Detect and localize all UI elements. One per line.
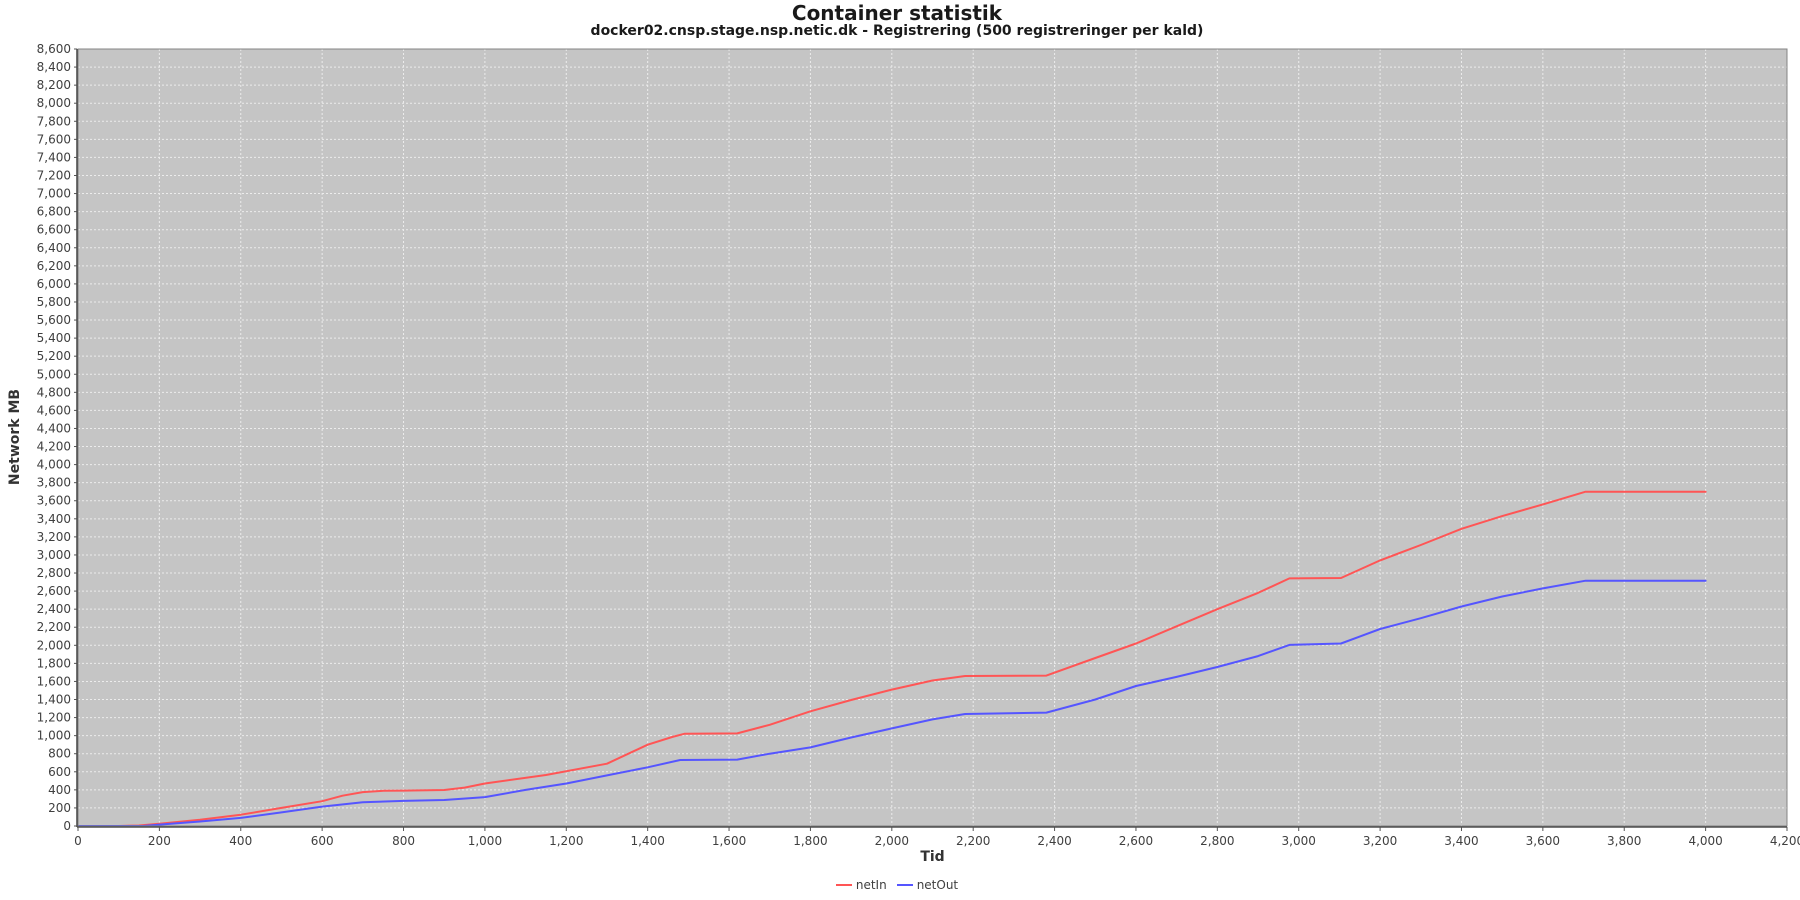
x-tick-label: 4,200: [1770, 834, 1800, 848]
y-tick-label: 7,000: [37, 187, 71, 201]
y-tick-label: 8,200: [37, 78, 71, 92]
x-tick-label: 3,600: [1526, 834, 1560, 848]
x-tick-label: 1,000: [468, 834, 502, 848]
y-tick-label: 7,600: [37, 132, 71, 146]
x-tick-label: 2,000: [875, 834, 909, 848]
y-tick-label: 6,000: [37, 277, 71, 291]
netin-line-swatch: [835, 884, 852, 886]
x-tick-label: 800: [392, 834, 415, 848]
y-tick-label: 5,800: [37, 295, 71, 309]
x-tick-label: 3,000: [1282, 834, 1316, 848]
legend-item-netin: netIn: [835, 878, 887, 892]
legend-label-netout: netOut: [916, 878, 959, 892]
x-tick-label: 200: [148, 834, 171, 848]
y-tick-label: 3,800: [37, 476, 71, 490]
chart-title: Container statistik: [791, 1, 1003, 25]
y-axis-title: Network MB: [7, 388, 23, 486]
y-tick-label: 5,200: [37, 349, 71, 363]
y-tick-label: 2,600: [37, 584, 71, 598]
y-tick-label: 1,600: [37, 674, 71, 688]
legend-label-netin: netIn: [855, 878, 887, 892]
chart-subtitle: docker02.cnsp.stage.nsp.netic.dk - Regis…: [590, 23, 1204, 39]
y-tick-label: 3,400: [37, 512, 71, 526]
y-tick-label: 2,200: [37, 620, 71, 634]
y-tick-label: 3,000: [37, 548, 71, 562]
y-tick-label: 800: [48, 747, 71, 761]
y-tick-label: 400: [48, 783, 71, 797]
y-tick-label: 3,600: [37, 494, 71, 508]
y-tick-label: 4,200: [37, 440, 71, 454]
x-tick-label: 600: [311, 834, 334, 848]
x-tick-label: 400: [229, 834, 252, 848]
x-tick-label: 3,400: [1444, 834, 1478, 848]
plot-border: [77, 48, 1788, 827]
y-tick-label: 5,400: [37, 331, 71, 345]
series-line-netin: [77, 490, 1707, 827]
x-tick-label: 2,600: [1119, 834, 1153, 848]
y-tick-label: 4,000: [37, 458, 71, 472]
netout-line-swatch: [896, 884, 913, 886]
legend-item-netout: netOut: [896, 878, 959, 892]
y-tick-label: 4,400: [37, 421, 71, 435]
y-tick-label: 5,600: [37, 313, 71, 327]
x-tick-label: 2,400: [1037, 834, 1071, 848]
y-tick-label: 1,200: [37, 711, 71, 725]
y-tick-label: 2,400: [37, 602, 71, 616]
legend: netIn netOut: [0, 878, 1794, 892]
y-tick-label: 2,800: [37, 566, 71, 580]
series-line-netout: [77, 579, 1707, 827]
y-tick-label: 4,800: [37, 385, 71, 399]
x-tick-label: 2,800: [1200, 834, 1234, 848]
x-tick-label: 1,800: [793, 834, 827, 848]
y-tick-label: 1,000: [37, 729, 71, 743]
y-tick-label: 8,600: [37, 42, 71, 56]
y-tick-label: 6,400: [37, 241, 71, 255]
plot-background: [78, 49, 1787, 826]
x-tick-label: 0: [74, 834, 82, 848]
y-tick-label: 7,800: [37, 114, 71, 128]
y-tick-label: 6,200: [37, 259, 71, 273]
y-tick-label: 4,600: [37, 403, 71, 417]
y-tick-label: 8,000: [37, 96, 71, 110]
x-tick-label: 1,400: [630, 834, 664, 848]
x-tick-label: 1,600: [712, 834, 746, 848]
y-tick-label: 7,200: [37, 168, 71, 182]
y-tick-label: 6,800: [37, 205, 71, 219]
y-tick-label: 1,400: [37, 693, 71, 707]
x-tick-label: 3,200: [1363, 834, 1397, 848]
y-tick-label: 200: [48, 801, 71, 815]
x-tick-label: 3,800: [1607, 834, 1641, 848]
y-tick-label: 5,000: [37, 367, 71, 381]
y-tick-label: 600: [48, 765, 71, 779]
x-tick-label: 1,200: [549, 834, 583, 848]
y-tick-label: 7,400: [37, 150, 71, 164]
y-tick-label: 3,200: [37, 530, 71, 544]
y-tick-label: 8,400: [37, 60, 71, 74]
y-tick-label: 1,800: [37, 656, 71, 670]
y-tick-label: 2,000: [37, 638, 71, 652]
x-axis-title: Tid: [920, 849, 945, 865]
y-tick-label: 0: [63, 819, 71, 833]
x-tick-label: 2,200: [956, 834, 990, 848]
y-tick-label: 6,600: [37, 223, 71, 237]
x-tick-label: 4,000: [1688, 834, 1722, 848]
